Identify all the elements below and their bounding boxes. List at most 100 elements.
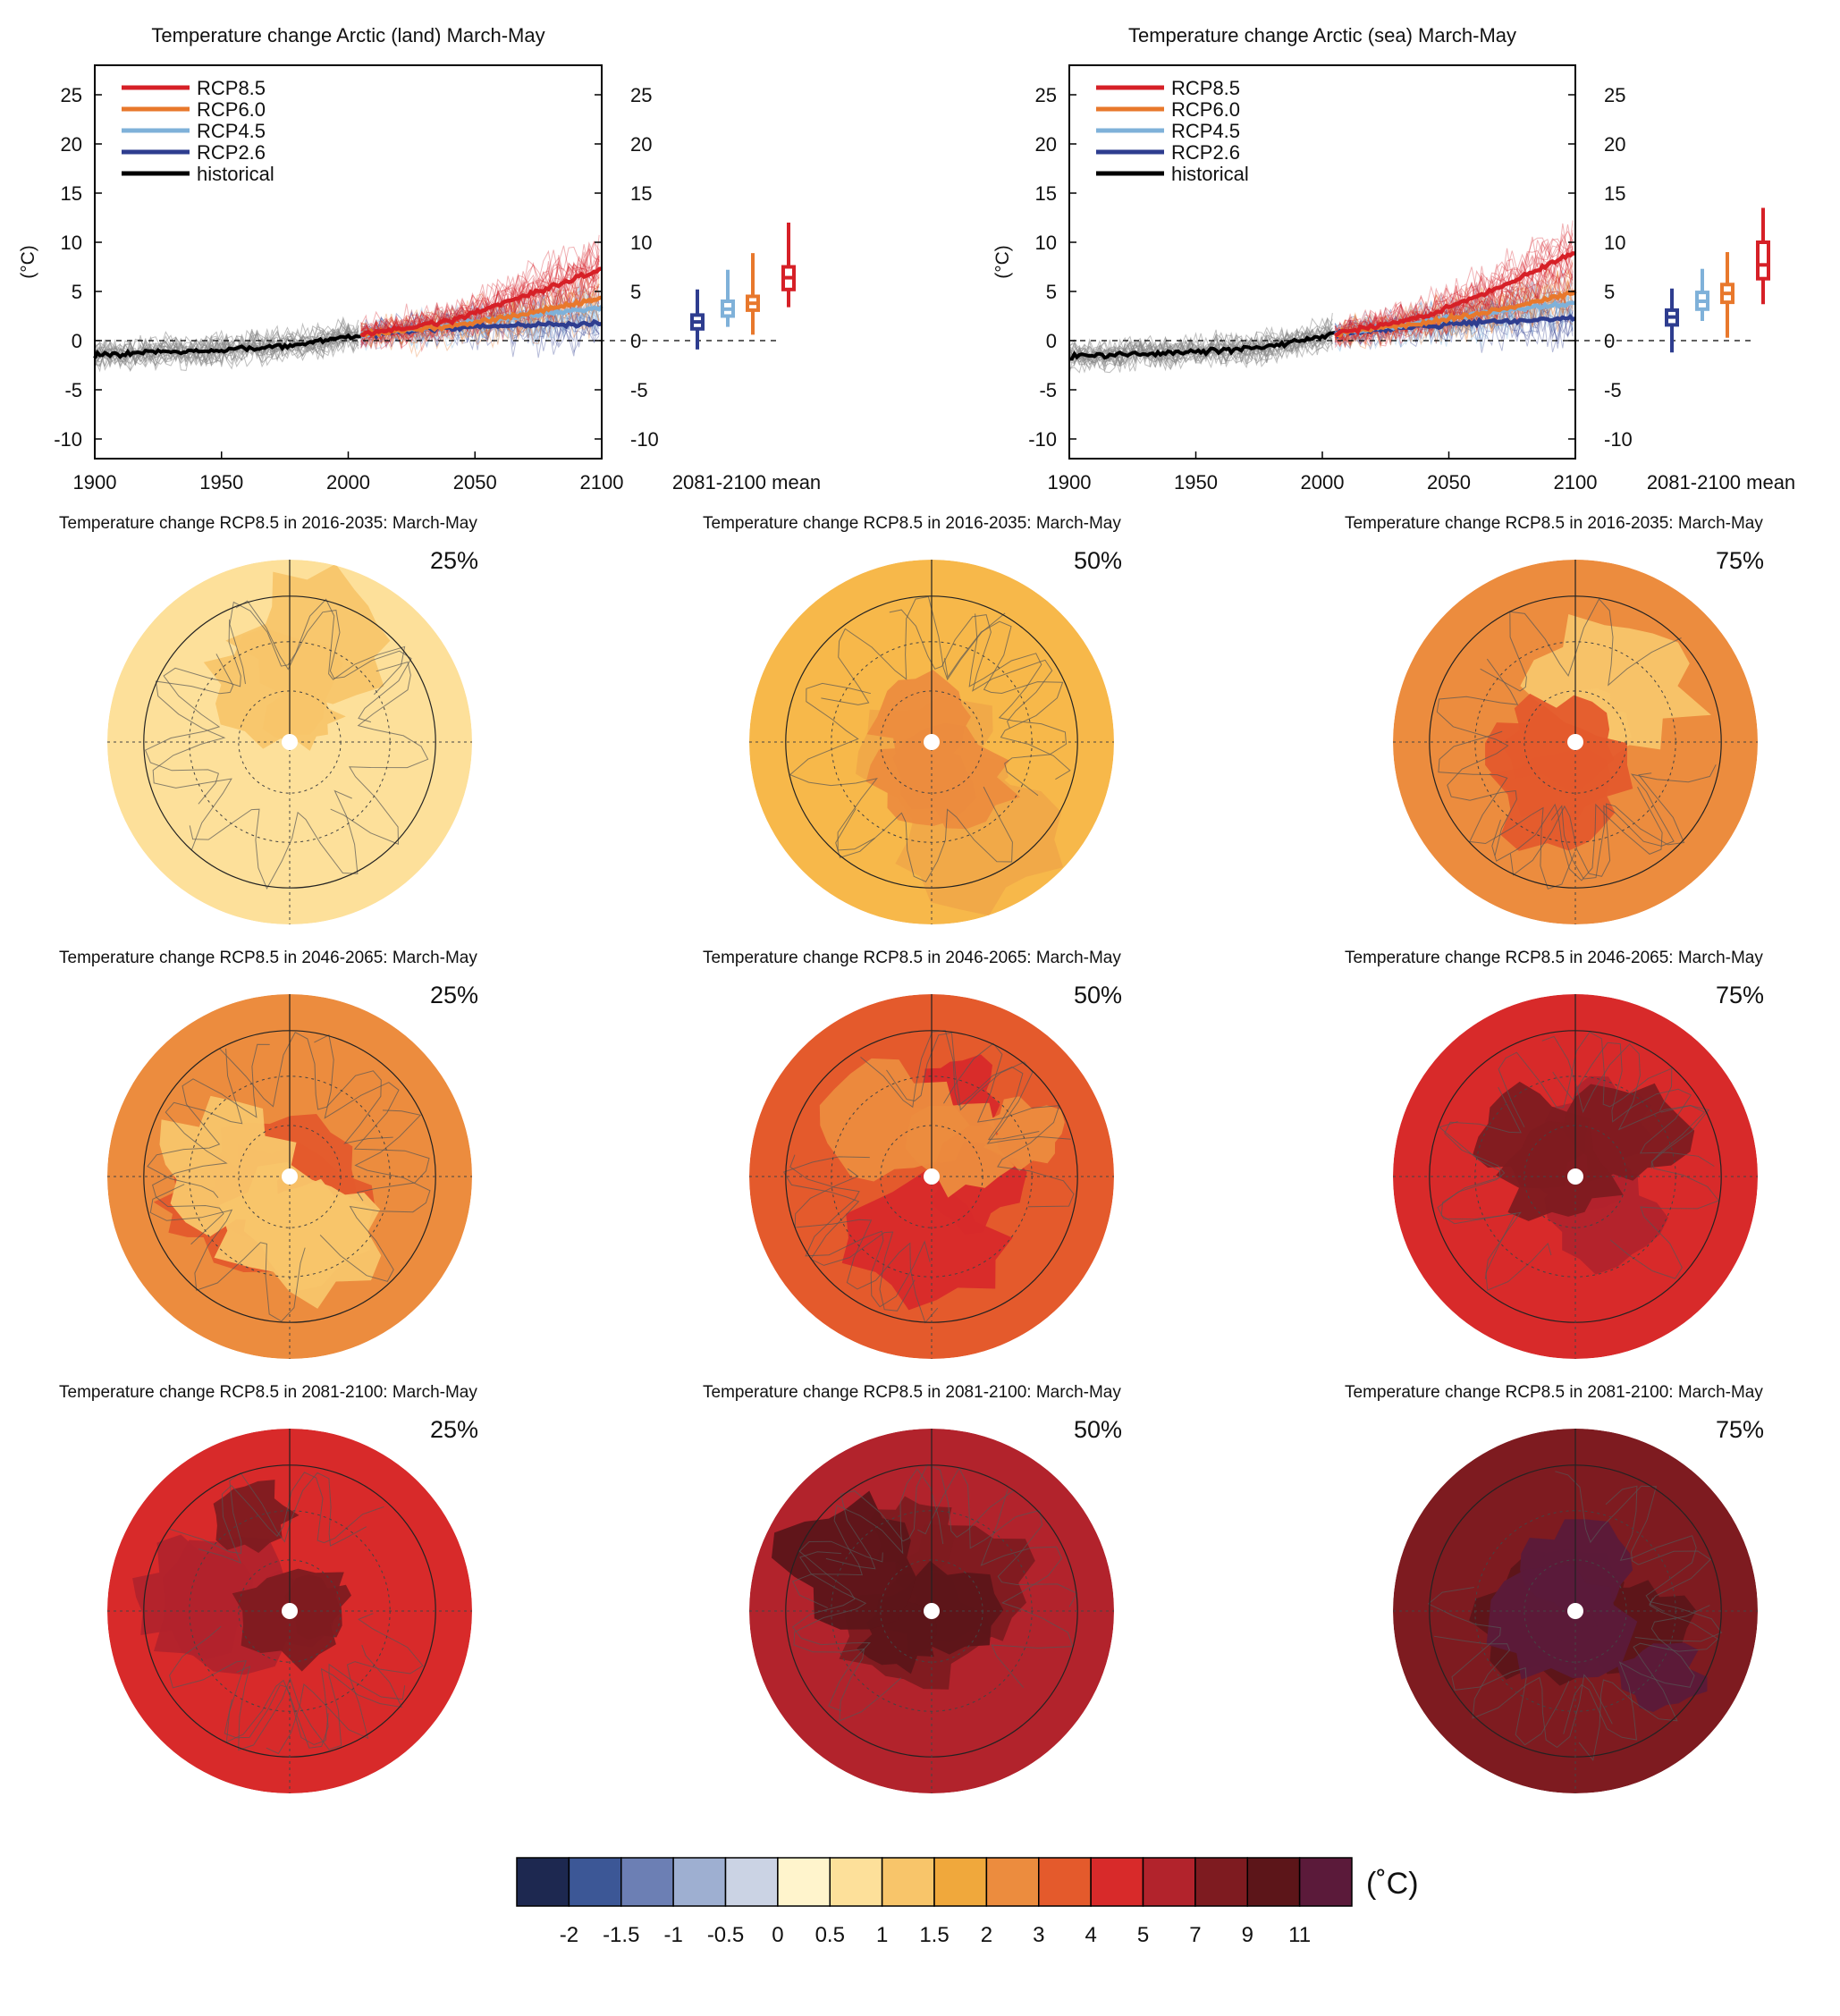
map-percentile-label: 75%	[1716, 982, 1764, 1008]
coastline	[229, 598, 406, 696]
colorbar-swatch	[1194, 1857, 1248, 1907]
y-tick-label-left: 25	[1035, 84, 1057, 106]
colorbar-tick-label: 0.5	[815, 1923, 845, 1947]
map-panel-r2-c2: Temperature change RCP8.5 in 2046-2065: …	[703, 949, 1122, 1359]
panel-title: Temperature change Arctic (sea) March-Ma…	[1128, 24, 1516, 46]
y-tick-label-left: 5	[72, 281, 82, 303]
y-tick-label-right: 10	[630, 232, 652, 254]
coastline	[1555, 1471, 1711, 1612]
y-tick-label-right: -10	[630, 428, 659, 451]
scenario-member-line	[1334, 280, 1574, 349]
scenario-member-line	[1334, 232, 1574, 342]
x-tick-label: 1950	[199, 471, 243, 493]
coastline	[314, 1033, 430, 1202]
north-pole-marker	[1567, 1603, 1583, 1619]
coastline	[152, 1048, 243, 1245]
historical-member-line	[1068, 328, 1333, 367]
scenario-member-line	[360, 244, 600, 342]
map-panel-r3-c1: Temperature change RCP8.5 in 2081-2100: …	[59, 1383, 478, 1793]
map-panel-r1-c1: Temperature change RCP8.5 in 2016-2035: …	[59, 514, 478, 924]
map-percentile-label: 25%	[430, 982, 478, 1008]
y-tick-label-left: -5	[64, 379, 82, 401]
colorbar-tick-label: 4	[1085, 1923, 1096, 1947]
coastline	[147, 1043, 270, 1199]
north-pole-marker	[924, 1168, 940, 1185]
legend-label: RCP8.5	[197, 77, 266, 99]
colorbar-swatch	[672, 1857, 727, 1907]
y-tick-label-left: 15	[61, 182, 82, 205]
coastline	[189, 789, 359, 890]
map-contour-region	[841, 1161, 1013, 1311]
coastline	[236, 1663, 406, 1751]
coastline	[980, 1488, 1074, 1689]
x-tick-label: 2000	[1301, 471, 1345, 493]
colorbar-swatch	[516, 1857, 570, 1907]
scenario-member-line	[360, 241, 600, 350]
map-panel-r3-c3: Temperature change RCP8.5 in 2081-2100: …	[1345, 1383, 1764, 1793]
map-contour-region	[1616, 1642, 1708, 1712]
y-tick-label-left: 10	[61, 232, 82, 254]
legend-label: RCP4.5	[1171, 120, 1240, 142]
map-panel-r2-c1: Temperature change RCP8.5 in 2046-2065: …	[59, 949, 478, 1359]
coastline	[1438, 730, 1575, 890]
map-title: Temperature change RCP8.5 in 2046-2065: …	[59, 949, 477, 967]
scenario-member-line	[360, 257, 600, 346]
coastline	[944, 620, 1071, 780]
colorbar-swatch	[829, 1857, 883, 1907]
map-percentile-label: 50%	[1074, 547, 1122, 574]
coastline	[889, 609, 1053, 729]
plot-frame	[1068, 64, 1576, 460]
map-panel-r1-c2: Temperature change RCP8.5 in 2016-2035: …	[703, 514, 1122, 924]
legend-label: RCP8.5	[1171, 77, 1240, 99]
coastline	[169, 1625, 329, 1746]
colorbar: -2 -1.5 -1 -0.5 0 0.5 1 1.5 2 3 4 5 7 9 11 (˚C)	[516, 1857, 1419, 1947]
scenario-member-line	[360, 246, 600, 346]
historical-mean-line	[93, 333, 361, 359]
x-tick-label: 1900	[73, 471, 117, 493]
coastline	[789, 1154, 931, 1308]
coastline	[235, 600, 412, 723]
colorbar-swatch	[724, 1857, 779, 1907]
map-contour-region	[1486, 1564, 1638, 1680]
y-tick-label-right: 5	[630, 281, 641, 303]
y-tick-label-left: 25	[61, 84, 82, 106]
map-contour-region	[865, 732, 976, 826]
colorbar-swatch	[620, 1857, 674, 1907]
north-pole-marker	[282, 1168, 298, 1185]
scenario-member-line	[1334, 249, 1574, 345]
map-percentile-label: 75%	[1716, 1416, 1764, 1443]
scenario-member-line	[360, 273, 600, 353]
map-field	[1393, 560, 1758, 924]
y-tick-label-left: 20	[1035, 133, 1057, 156]
map-title: Temperature change RCP8.5 in 2016-2035: …	[1345, 514, 1763, 533]
colorbar-swatch	[1038, 1857, 1092, 1907]
colorbar-tick-label: 0	[772, 1923, 783, 1947]
coastline	[886, 1032, 1071, 1144]
coastline	[1541, 1035, 1706, 1169]
coastline	[266, 1613, 424, 1755]
coastline	[1427, 1587, 1570, 1746]
legend-label: RCP4.5	[197, 120, 266, 142]
colorbar-swatch	[881, 1857, 935, 1907]
y-tick-label-right: 20	[630, 133, 652, 156]
scenario-member-line	[1334, 263, 1574, 342]
y-tick-label-left: 5	[1046, 281, 1057, 303]
scenario-member-line	[1334, 292, 1574, 348]
scenario-member-line	[1334, 232, 1574, 344]
x-tick-label: 2100	[1554, 471, 1598, 493]
coastline	[1563, 1605, 1710, 1741]
colorbar-tick-label: 7	[1189, 1923, 1201, 1947]
coastline	[152, 654, 234, 851]
y-tick-label-right: 25	[1604, 84, 1625, 106]
coastline	[1509, 772, 1685, 877]
legend-label: RCP6.0	[197, 98, 266, 121]
y-tick-label-left: 10	[1035, 232, 1057, 254]
timeseries-panel-2: Temperature change Arctic (sea) March-Ma…	[992, 24, 1795, 493]
coastline	[821, 595, 1006, 705]
colorbar-tick-label: -0.5	[707, 1923, 744, 1947]
coastline	[1550, 764, 1717, 880]
map-contour-region	[232, 1568, 344, 1672]
coastline	[789, 682, 878, 851]
colorbar-swatch	[777, 1857, 831, 1907]
